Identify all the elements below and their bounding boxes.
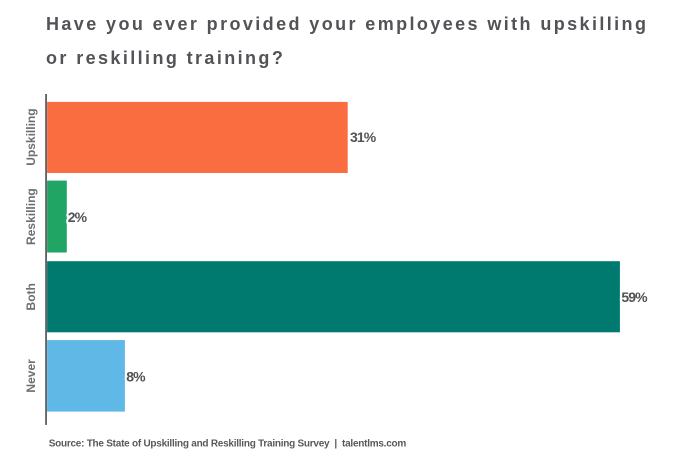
- svg-text:Both: Both: [24, 283, 38, 310]
- svg-text:31%: 31%: [350, 129, 377, 145]
- svg-text:2%: 2%: [68, 209, 88, 225]
- svg-text:Upskilling: Upskilling: [24, 108, 38, 165]
- svg-text:Source: The State of Upskillin: Source: The State of Upskilling and Resk…: [49, 439, 407, 450]
- svg-text:Reskilling: Reskilling: [24, 188, 38, 245]
- svg-text:8%: 8%: [126, 368, 146, 384]
- svg-text:59%: 59%: [621, 289, 648, 305]
- svg-text:Never: Never: [24, 359, 38, 393]
